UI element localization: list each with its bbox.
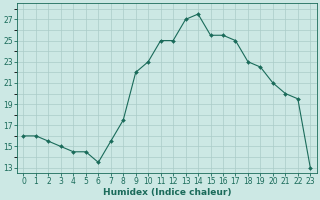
X-axis label: Humidex (Indice chaleur): Humidex (Indice chaleur) (103, 188, 231, 197)
